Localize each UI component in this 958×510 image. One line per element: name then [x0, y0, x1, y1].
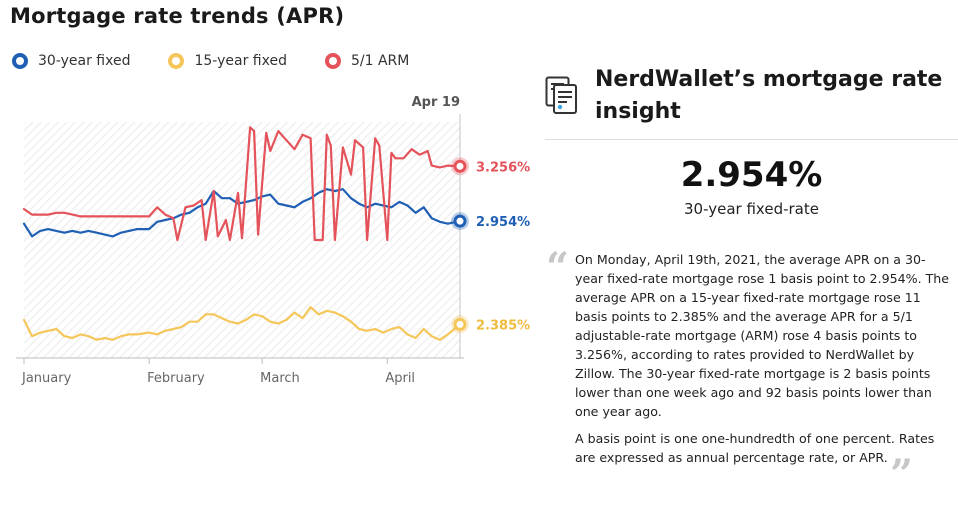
x-tick-label: February [147, 371, 205, 386]
document-icon [545, 76, 577, 114]
legend-dot-icon [12, 53, 28, 69]
highlight-rate-caption: 30-year fixed-rate [684, 200, 819, 218]
chart-legend: 30-year fixed 15-year fixed 5/1 ARM [12, 51, 447, 71]
end-value-label: 3.256% [476, 160, 530, 175]
close-quote-icon: ” [890, 451, 914, 498]
open-quote-icon: “ [546, 244, 570, 291]
insight-body: On Monday, April 19th, 2021, the average… [575, 250, 953, 475]
series-line-1[interactable] [22, 306, 462, 341]
end-point-marker[interactable] [453, 214, 467, 228]
highlight-rate: 2.954% [680, 155, 823, 195]
insight-title: NerdWallet’s mortgage rate insight [595, 67, 943, 124]
legend-item-15-year[interactable]: 15-year fixed [168, 53, 287, 69]
chart-title: Mortgage rate trends (APR) [10, 4, 345, 28]
end-value-label: 2.385% [476, 318, 530, 333]
end-date-label: Apr 19 [412, 95, 460, 110]
x-tick-label: April [385, 371, 415, 386]
end-point-marker[interactable] [453, 159, 467, 173]
legend-label: 5/1 ARM [350, 53, 410, 69]
insight-paragraph: A basis point is one one-hundredth of on… [575, 431, 935, 465]
x-tick-label: March [260, 371, 300, 386]
insight-paragraph: On Monday, April 19th, 2021, the average… [575, 252, 949, 419]
legend-dot-icon [168, 53, 185, 69]
legend-item-arm[interactable]: 5/1 ARM [324, 53, 410, 69]
x-tick-label: January [21, 371, 72, 386]
legend-label: 30-year fixed [38, 53, 131, 69]
end-point-marker[interactable] [453, 317, 467, 331]
divider [545, 139, 958, 140]
legend-label: 15-year fixed [194, 53, 287, 69]
legend-dot-icon [324, 53, 341, 69]
rate-chart[interactable]: Apr 19 January February March April 2.954% 2… [0, 86, 540, 396]
series-line-2[interactable] [22, 126, 462, 242]
legend-item-30-year[interactable]: 30-year fixed [12, 53, 130, 69]
end-value-label: 2.954% [476, 215, 530, 230]
